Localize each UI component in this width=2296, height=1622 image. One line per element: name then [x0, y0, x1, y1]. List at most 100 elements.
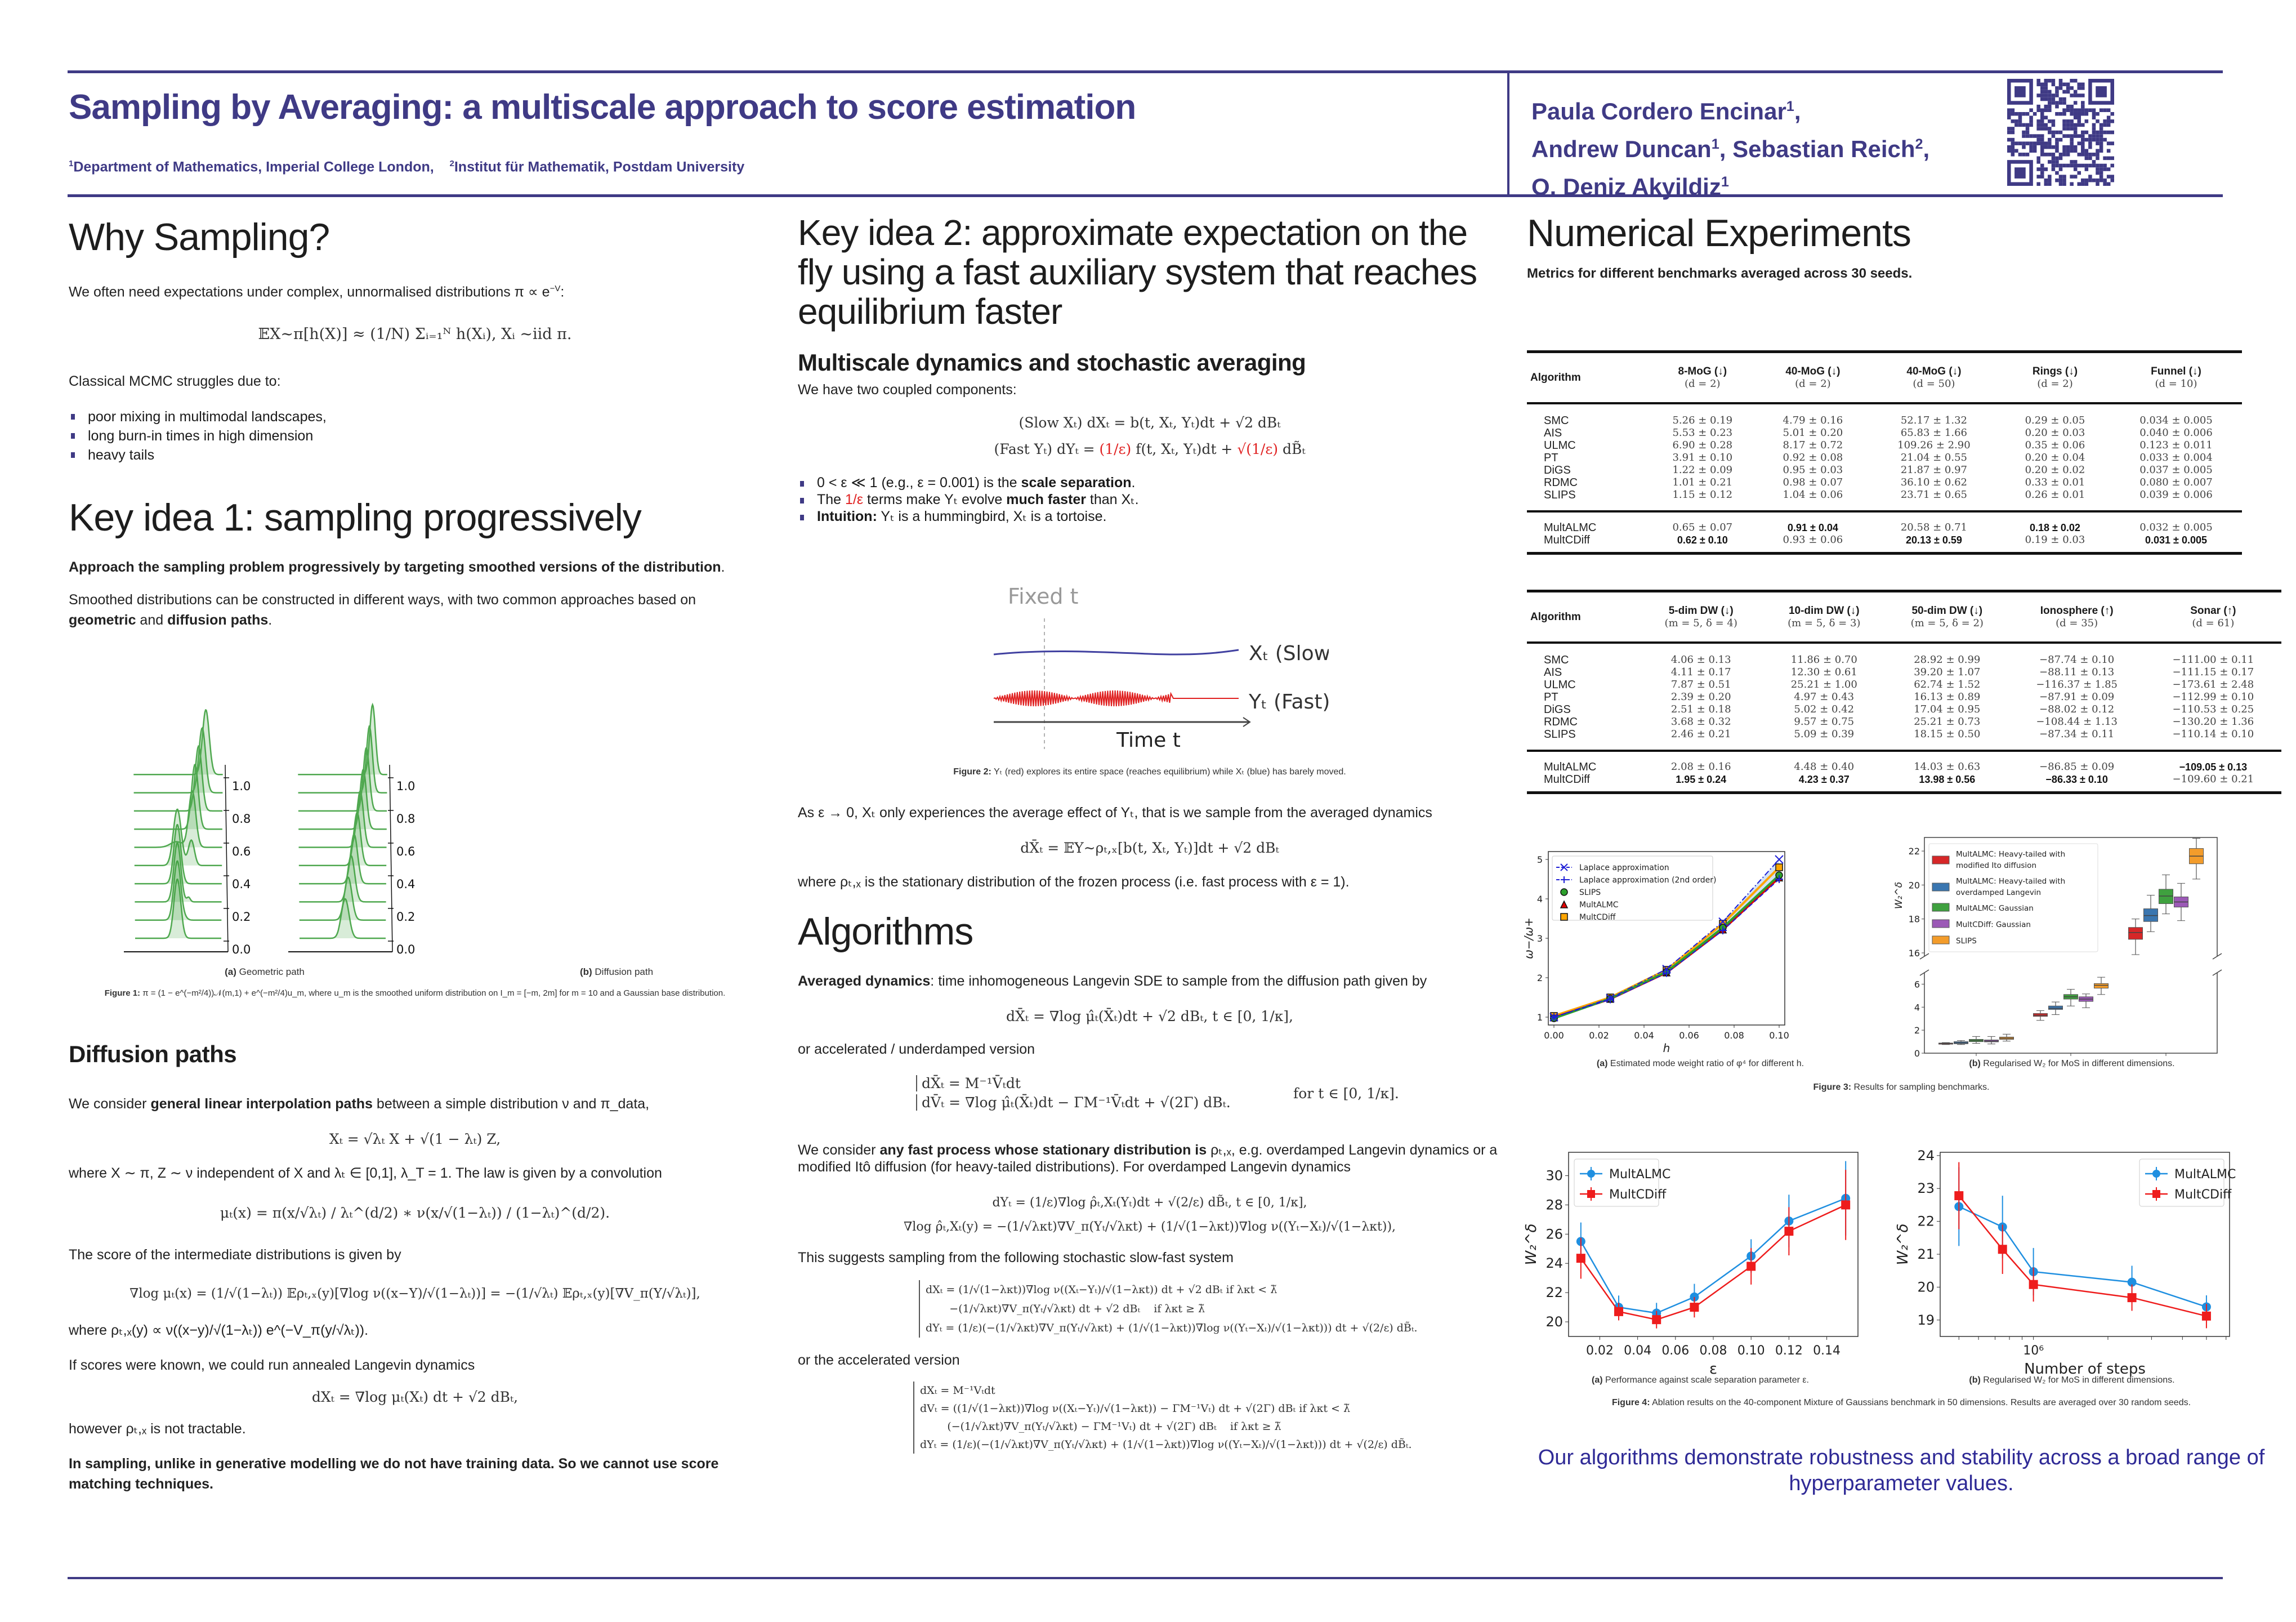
qr-module	[2044, 115, 2048, 120]
metric-cell: 0.031 ± 0.005	[2145, 534, 2207, 546]
qr-module	[2055, 90, 2059, 94]
qr-module	[2036, 123, 2040, 127]
y-tick-label: 26	[1545, 1226, 1563, 1242]
qr-module	[2081, 163, 2085, 168]
column-header: 40-MoG (↓) (d = 2)	[1785, 366, 1841, 390]
coupled-components-text: We have two coupled components:	[798, 382, 1017, 398]
qr-module	[2099, 171, 2103, 175]
qr-module	[2055, 160, 2059, 164]
no-training-data-statement: In sampling, unlike in generative modell…	[69, 1456, 719, 1492]
table-row: SMC 5.26 ± 0.19 4.79 ± 0.16 52.17 ± 1.32 0.2…	[1527, 403, 2242, 427]
qr-module	[2014, 141, 2018, 145]
qr-module	[2018, 119, 2022, 123]
author-4: O. Deniz Akyildiz	[1531, 173, 1721, 200]
qr-module	[2044, 127, 2048, 131]
qr-module	[2066, 145, 2070, 149]
data-point	[2201, 1311, 2211, 1321]
x-tick-label: 10⁶	[2023, 1344, 2044, 1358]
density-curve	[134, 763, 222, 830]
y-tick-label: 6	[1914, 979, 1920, 990]
table-row: RDMC 1.01 ± 0.21 0.98 ± 0.07 36.10 ± 0.62 0.…	[1527, 476, 2242, 489]
qr-module	[2070, 108, 2074, 112]
y-axis-label: ω−/ω+	[1522, 917, 1535, 959]
metric-cell: 23.71 ± 0.65	[1900, 489, 1967, 501]
metric-cell: 2.08 ± 0.16	[1670, 761, 1731, 773]
y-tick-label: 30	[1545, 1168, 1563, 1184]
metric-cell: 25.21 ± 1.00	[1790, 679, 1857, 690]
qr-finder-core	[2096, 86, 2107, 97]
qr-module	[2051, 163, 2056, 168]
metric-cell: 0.35 ± 0.06	[2025, 439, 2085, 451]
box	[2159, 889, 2173, 904]
qr-module	[2066, 86, 2070, 90]
qr-module	[2081, 112, 2085, 116]
fast-score-equation: ∇log ρ̂ₜ,Xₜ(y) = −(1/√λκt)∇V_π(Yₜ/√λκt) …	[903, 1220, 1396, 1234]
metric-cell: 0.26 ± 0.01	[2025, 489, 2085, 501]
score-equation: ∇log μₜ(x) = (1/√(1−λₜ)) 𝔼ρₜ,ₓ(y)[∇log ν…	[129, 1286, 700, 1301]
qr-module	[2073, 79, 2078, 83]
qr-module	[2036, 167, 2040, 171]
qr-module	[2058, 182, 2063, 186]
y-tick-label: 4	[1914, 1002, 1920, 1013]
legend-label: MultCDiff	[2174, 1188, 2232, 1202]
table-row: PT 2.39 ± 0.20 4.97 ± 0.43 16.13 ± 0.89 −87.…	[1527, 691, 2281, 703]
qr-module	[2081, 86, 2085, 90]
qr-module	[2040, 149, 2044, 153]
qr-module	[2070, 93, 2074, 97]
metric-cell: −86.33 ± 0.10	[2045, 774, 2108, 785]
fast-process-text: We consider any fast process whose stati…	[798, 1142, 1498, 1175]
metric-cell: 0.93 ± 0.06	[1783, 534, 1843, 546]
qr-module	[2058, 156, 2063, 161]
affiliation-2: Institut für Mathematik, Postdam Univers…	[454, 159, 745, 175]
qr-module	[2066, 127, 2070, 131]
tick-label: 0.0	[396, 943, 415, 956]
middle-column: Key idea 2: approximate expectation on t…	[798, 213, 1502, 525]
x-tick-label: 0.06	[1679, 1030, 1699, 1041]
legend-label: MultALMC	[1579, 901, 1619, 910]
y-tick-label: 22	[1909, 846, 1920, 857]
qr-module	[2062, 90, 2066, 94]
annealed-langevin-equation: dXₜ = ∇log μₜ(Xₜ) dt + √2 dBₜ,	[311, 1389, 519, 1405]
metric-cell: 21.87 ± 0.97	[1900, 464, 1967, 476]
qr-module	[2073, 167, 2078, 171]
qr-module	[2070, 137, 2074, 142]
column-header: 10-dim DW (↓) (m = 5, δ = 3)	[1788, 605, 1861, 629]
metric-cell: −87.34 ± 0.11	[2039, 728, 2115, 740]
qr-module	[2033, 145, 2037, 149]
qr-module	[2092, 160, 2096, 164]
data-point	[1690, 1292, 1699, 1302]
qr-module	[2088, 134, 2092, 138]
density-fill	[135, 861, 222, 920]
qr-finder-core	[2014, 167, 2026, 179]
figure-2-caption: Figure 2: Yₜ (red) explores its entire s…	[953, 767, 1346, 777]
qr-module	[2096, 153, 2100, 157]
qr-module	[2099, 163, 2103, 168]
qr-module	[2022, 153, 2026, 157]
table-row: SMC 4.06 ± 0.13 11.86 ± 0.70 28.92 ± 0.99 −8…	[1527, 643, 2281, 666]
qr-module	[2062, 119, 2066, 123]
tick-label: 0.6	[232, 845, 251, 858]
qr-module	[2077, 86, 2081, 90]
qr-module	[2036, 82, 2040, 87]
qr-module	[2110, 130, 2114, 135]
qr-module	[2048, 101, 2052, 105]
qr-module	[2044, 182, 2048, 186]
y-axis	[225, 764, 229, 952]
qr-module	[2106, 141, 2111, 145]
qr-code-icon[interactable]	[2007, 79, 2114, 186]
qr-module	[2044, 167, 2048, 171]
qr-module	[2066, 153, 2070, 157]
qr-module	[2066, 123, 2070, 127]
qr-module	[2099, 145, 2103, 149]
density-curve	[298, 790, 387, 848]
qr-module	[2044, 104, 2048, 109]
metric-cell: 5.53 ± 0.23	[1672, 427, 1733, 439]
y-tick-label: 22	[1545, 1285, 1563, 1300]
qr-module	[2036, 93, 2040, 97]
qr-module	[2036, 104, 2040, 109]
qr-module	[2051, 145, 2056, 149]
figure-4a-caption: (a) Performance against scale separation…	[1592, 1375, 1809, 1385]
qr-module	[2073, 112, 2078, 116]
metric-cell: −116.37 ± 1.85	[2036, 679, 2118, 690]
y-axis-label: W₂^δ	[1895, 1224, 1911, 1265]
